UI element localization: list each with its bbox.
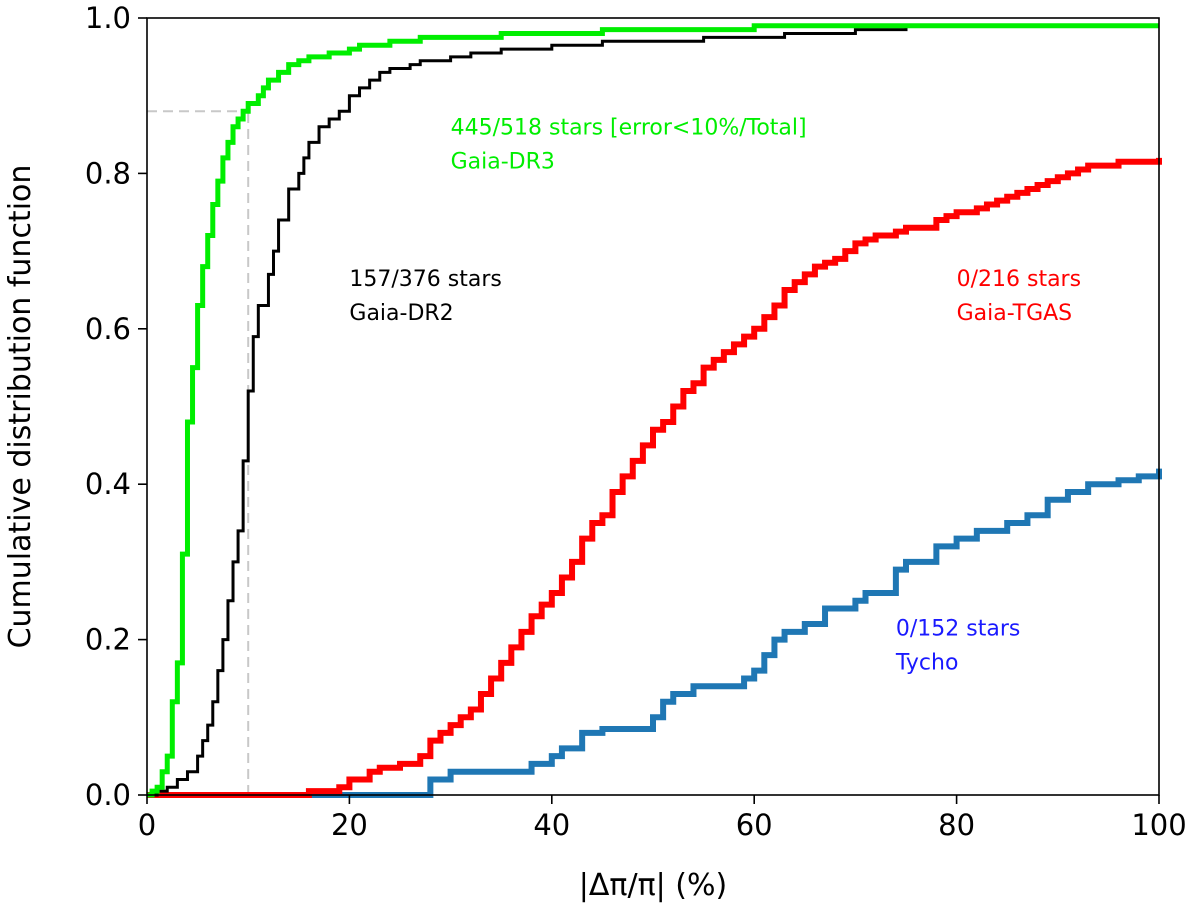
y-axis-label: Cumulative distribution function <box>3 165 38 649</box>
annotation-3: 0/152 stars Tycho <box>895 617 1020 676</box>
x-tick-label: 100 <box>1131 808 1186 842</box>
series-gaia-dr3 <box>147 23 1159 798</box>
x-axis-ticks: 0 20 40 60 80 100 <box>138 795 1187 842</box>
annotation-line: 0/152 stars <box>896 617 1020 642</box>
plot-frame <box>146 17 1160 796</box>
annotation-line: Gaia-DR2 <box>349 301 453 326</box>
y-tick-label: 0.2 <box>85 623 131 657</box>
y-tick-label: 0.4 <box>85 467 131 501</box>
annotation-line: 157/376 stars <box>349 267 501 292</box>
series-gaia-tgas <box>147 157 1162 798</box>
y-axis-ticks: 0.0 0.2 0.4 0.6 0.8 1.0 <box>85 1 147 812</box>
x-tick-label: 60 <box>736 808 773 842</box>
y-tick-label: 0.6 <box>85 312 131 346</box>
annotation-line: 445/518 stars [error<10%/Total] <box>451 116 807 141</box>
x-tick-label: 20 <box>331 808 368 842</box>
annotation-1: 157/376 stars Gaia-DR2 <box>349 267 501 326</box>
x-tick-label: 80 <box>938 808 975 842</box>
reference-lines <box>147 110 250 795</box>
annotation-line: Tycho <box>895 651 959 676</box>
x-tick-label: 40 <box>533 808 570 842</box>
annotation-line: Gaia-DR3 <box>451 150 555 175</box>
annotation-2: 0/216 stars Gaia-TGAS <box>957 267 1081 326</box>
annotation-line: 0/216 stars <box>957 267 1081 292</box>
annotation-line: Gaia-TGAS <box>957 301 1073 326</box>
annotation-0: 445/518 stars [error<10%/Total] Gaia-DR3 <box>451 116 807 175</box>
series-layer <box>147 23 1162 798</box>
x-tick-label: 0 <box>138 808 156 842</box>
y-tick-label: 1.0 <box>85 1 131 35</box>
x-axis-label: |Δπ/π| (%) <box>579 868 727 903</box>
annotations-layer: 445/518 stars [error<10%/Total] Gaia-DR3 1… <box>349 116 1081 676</box>
y-tick-label: 0.0 <box>85 778 131 812</box>
y-tick-label: 0.8 <box>85 156 131 190</box>
series-tycho <box>147 468 1162 798</box>
series-gaia-dr2 <box>147 25 908 797</box>
